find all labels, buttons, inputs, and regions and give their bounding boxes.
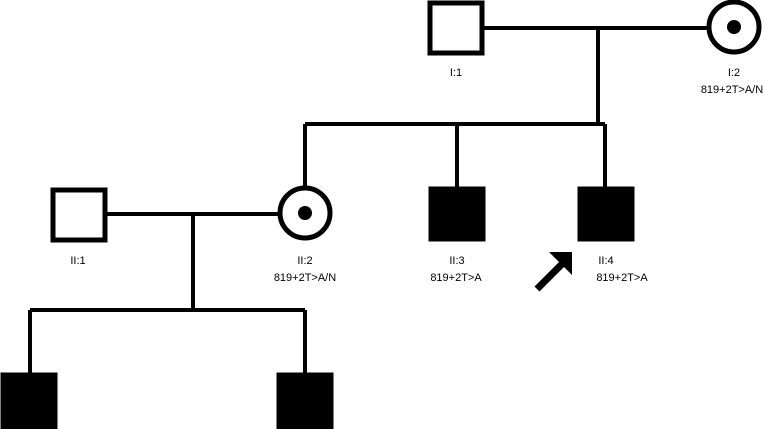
individual-id: II:4 xyxy=(598,255,613,267)
carrier-dot-icon xyxy=(298,206,312,220)
individual-ii3: II:3 819+2T>A xyxy=(428,186,486,284)
individual-i1: I:1 xyxy=(427,0,485,79)
genotype-label: 819+2T>A xyxy=(596,272,648,284)
individual-ii4: II:4 819+2T>A xyxy=(534,186,648,292)
individual-ii1: II:1 xyxy=(50,187,108,267)
male-affected-symbol xyxy=(577,186,635,242)
male-unaffected-symbol xyxy=(427,0,485,56)
male-affected-symbol xyxy=(428,186,486,242)
individual-iii-left xyxy=(0,372,58,429)
genotype-label: 819+2T>A/N xyxy=(701,84,763,96)
individual-ii2: II:2 819+2T>A/N xyxy=(274,185,336,284)
individual-id: I:1 xyxy=(450,67,462,79)
genotype-label: 819+2T>A xyxy=(430,272,482,284)
individual-i2: I:2 819+2T>A/N xyxy=(701,0,763,96)
individual-id: II:1 xyxy=(70,255,85,267)
genotype-label: 819+2T>A/N xyxy=(274,272,336,284)
male-affected-symbol xyxy=(276,372,334,429)
carrier-dot-icon xyxy=(727,20,741,34)
individual-id: II:3 xyxy=(449,255,464,267)
individual-id: I:2 xyxy=(728,67,740,79)
male-unaffected-symbol xyxy=(50,187,108,243)
proband-arrow-icon xyxy=(534,252,572,292)
individual-iii-right xyxy=(276,372,334,429)
male-affected-symbol xyxy=(0,372,58,429)
individual-id: II:2 xyxy=(297,255,312,267)
pedigree-lines xyxy=(28,26,707,373)
